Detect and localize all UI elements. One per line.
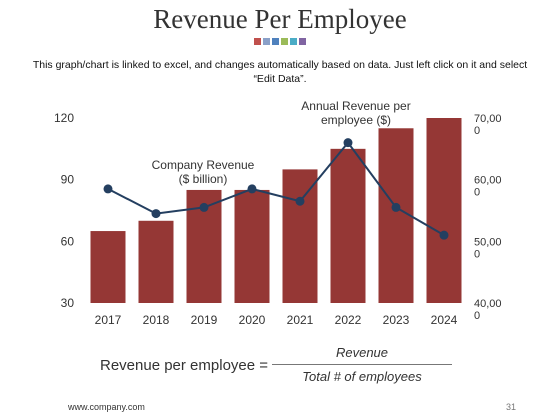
annotation-revenue-per-employee: Annual Revenue per employee ($) bbox=[301, 99, 410, 127]
y-right-tick-label: 60,00 0 bbox=[474, 175, 502, 199]
bar-2024 bbox=[426, 118, 462, 303]
x-tick-label-2017: 2017 bbox=[95, 313, 122, 327]
line-series-revenue-per-employee bbox=[107, 141, 445, 237]
y-right-tick-label: 70,00 0 bbox=[474, 113, 502, 137]
line-point-2019 bbox=[199, 202, 209, 212]
y-right-tick-label: 50,00 0 bbox=[474, 236, 502, 260]
bar-2021 bbox=[282, 169, 318, 303]
page-number: 31 bbox=[506, 402, 517, 412]
formula-numerator: Revenue bbox=[335, 345, 389, 360]
y-left-tick-label: 30 bbox=[61, 296, 75, 310]
footer-url: www.company.com bbox=[68, 402, 145, 412]
line-point-2023 bbox=[391, 202, 401, 212]
decor-square bbox=[290, 38, 297, 45]
formula-lhs: Revenue per employee = bbox=[100, 357, 269, 374]
line-point-2018 bbox=[151, 209, 161, 219]
annotation-company-revenue: Company Revenue ($ billion) bbox=[152, 158, 255, 186]
x-tick-label-2018: 2018 bbox=[143, 313, 170, 327]
line-point-2024 bbox=[439, 230, 449, 240]
y-right-tick-label: 40,00 0 bbox=[474, 298, 502, 322]
x-tick-label-2024: 2024 bbox=[431, 313, 458, 327]
decor-square bbox=[299, 38, 306, 45]
formula-fraction-bar bbox=[272, 364, 452, 365]
line-point-2021 bbox=[295, 196, 305, 206]
decor-square bbox=[272, 38, 279, 45]
decor-square bbox=[263, 38, 270, 45]
bar-2023 bbox=[378, 128, 414, 303]
y-left-tick-label: 90 bbox=[61, 173, 75, 187]
x-tick-label-2021: 2021 bbox=[287, 313, 314, 327]
x-tick-label-2020: 2020 bbox=[239, 313, 266, 327]
line-point-2022 bbox=[343, 138, 353, 148]
title-decoration bbox=[0, 38, 560, 45]
bar-2018 bbox=[138, 220, 174, 303]
y-left-tick-label: 60 bbox=[61, 234, 75, 248]
decor-square bbox=[281, 38, 288, 45]
slide-title: Revenue Per Employee bbox=[153, 4, 407, 34]
x-tick-label-2019: 2019 bbox=[191, 313, 218, 327]
formula-denominator: Total # of employees bbox=[302, 369, 422, 384]
bar-2022 bbox=[330, 148, 366, 303]
line-point-2017 bbox=[103, 184, 113, 194]
y-left-tick-label: 120 bbox=[54, 111, 74, 125]
decor-square bbox=[254, 38, 261, 45]
bar-2020 bbox=[234, 189, 270, 303]
line-point-2020 bbox=[247, 184, 257, 194]
slide-subtitle: This graph/chart is linked to excel, and… bbox=[32, 59, 528, 85]
x-tick-label-2023: 2023 bbox=[383, 313, 410, 327]
bar-2017 bbox=[90, 231, 126, 303]
x-tick-label-2022: 2022 bbox=[335, 313, 362, 327]
